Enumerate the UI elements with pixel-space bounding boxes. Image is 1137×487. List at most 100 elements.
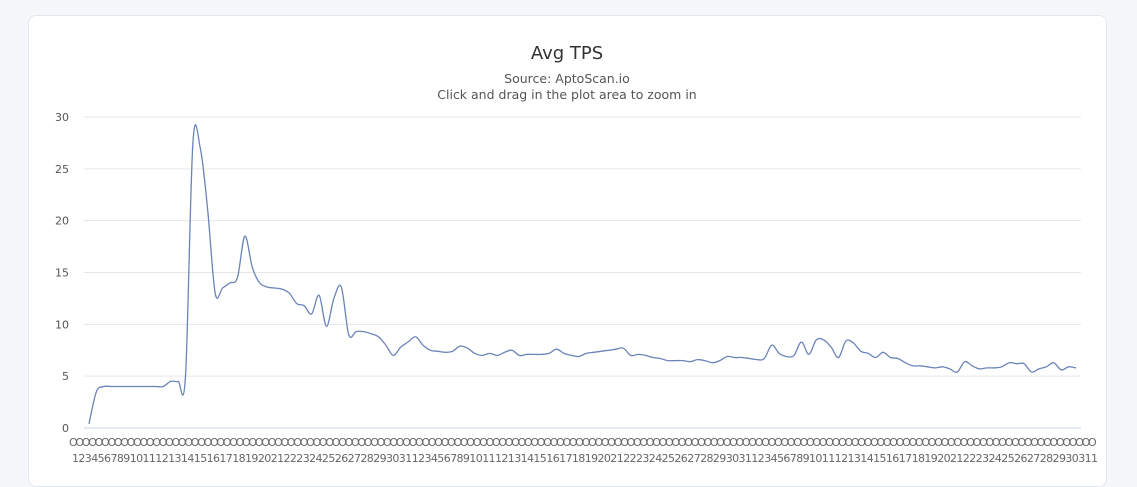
x-tick-label: O — [108, 436, 117, 449]
x-tick-label: O — [1024, 436, 1033, 449]
x-tick-label: 1 — [899, 452, 906, 465]
x-tick-label: 8 — [707, 452, 714, 465]
x-tick-label: 0 — [476, 452, 483, 465]
x-tick-label: O — [543, 436, 552, 449]
x-tick-label: 2 — [758, 452, 765, 465]
x-tick-label: 6 — [1021, 452, 1028, 465]
x-tick-label: O — [550, 436, 559, 449]
x-tick-label: O — [313, 436, 322, 449]
x-tick-label: O — [140, 436, 149, 449]
x-tick-label: O — [530, 436, 539, 449]
x-tick-label: O — [825, 436, 834, 449]
x-tick-label: O — [159, 436, 168, 449]
plot-area[interactable] — [88, 124, 1077, 425]
x-tick-label: 0 — [732, 452, 739, 465]
x-tick-label: 3 — [739, 452, 746, 465]
x-tick-label: O — [505, 436, 514, 449]
x-tick-label: 1 — [168, 452, 175, 465]
x-tick-label: O — [704, 436, 713, 449]
x-tick-label: 3 — [303, 452, 310, 465]
x-tick-label: O — [992, 436, 1001, 449]
x-tick-label: O — [281, 436, 290, 449]
x-tick-label: O — [736, 436, 745, 449]
x-tick-label: O — [607, 436, 616, 449]
x-tick-label: 2 — [636, 452, 643, 465]
x-tick-label: O — [447, 436, 456, 449]
x-tick-label: 2 — [630, 452, 637, 465]
x-tick-label: 1 — [585, 452, 592, 465]
x-tick-label: O — [889, 436, 898, 449]
x-tick-label: 2 — [1040, 452, 1047, 465]
x-tick-label: 9 — [803, 452, 810, 465]
y-tick-label: 5 — [62, 370, 69, 383]
x-tick-label: O — [966, 436, 975, 449]
x-tick-label: O — [588, 436, 597, 449]
x-tick-label: 7 — [354, 452, 361, 465]
x-tick-label: O — [236, 436, 245, 449]
x-tick-label: O — [601, 436, 610, 449]
x-tick-label: O — [1050, 436, 1059, 449]
x-tick-label: O — [812, 436, 821, 449]
x-tick-label: O — [684, 436, 693, 449]
x-tick-label: O — [441, 436, 450, 449]
x-tick-label: 5 — [1008, 452, 1015, 465]
x-tick-label: O — [216, 436, 225, 449]
x-tick-label: 1 — [521, 452, 528, 465]
x-tick-label: O — [575, 436, 584, 449]
x-tick-label: 2 — [674, 452, 681, 465]
x-tick-label: 1 — [886, 452, 893, 465]
x-tick-label: 5 — [328, 452, 335, 465]
x-tick-label: O — [742, 436, 751, 449]
y-tick-label: 30 — [55, 111, 69, 124]
x-tick-label: O — [460, 436, 469, 449]
x-tick-label: O — [934, 436, 943, 449]
x-tick-label: 1 — [232, 452, 239, 465]
x-tick-label: O — [389, 436, 398, 449]
x-tick-label: 6 — [892, 452, 899, 465]
x-tick-label: 0 — [1072, 452, 1079, 465]
x-tick-label: O — [1030, 436, 1039, 449]
x-tick-label: 2 — [501, 452, 508, 465]
x-tick-label: 1 — [828, 452, 835, 465]
x-tick-label: O — [351, 436, 360, 449]
x-tick-label: 4 — [655, 452, 662, 465]
x-tick-label: O — [127, 436, 136, 449]
x-tick-label: 8 — [457, 452, 464, 465]
x-tick-label: 6 — [553, 452, 560, 465]
x-tick-label: O — [1005, 436, 1014, 449]
x-tick-label: O — [787, 436, 796, 449]
x-tick-label: 3 — [854, 452, 861, 465]
x-tick-label: O — [941, 436, 950, 449]
x-tick-label: O — [422, 436, 431, 449]
x-tick-label: 8 — [367, 452, 374, 465]
x-tick-label: 1 — [860, 452, 867, 465]
x-tick-label: 1 — [745, 452, 752, 465]
x-tick-label: O — [364, 436, 373, 449]
x-tick-label: O — [1018, 436, 1027, 449]
x-tick-label: 1 — [822, 452, 829, 465]
x-tick-label: O — [338, 436, 347, 449]
x-tick-label: 4 — [91, 452, 98, 465]
x-tick-label: O — [402, 436, 411, 449]
x-tick-label: 1 — [412, 452, 419, 465]
x-tick-label: O — [69, 436, 78, 449]
x-tick-label: O — [332, 436, 341, 449]
x-tick-label: O — [345, 436, 354, 449]
line-chart[interactable]: Avg TPS Source: AptoScan.io Click and dr… — [29, 16, 1106, 486]
x-tick-label: 2 — [271, 452, 278, 465]
x-tick-label: 8 — [578, 452, 585, 465]
x-tick-label: 2 — [78, 452, 85, 465]
x-tick-label: 7 — [905, 452, 912, 465]
chart-card: Avg TPS Source: AptoScan.io Click and dr… — [28, 15, 1107, 487]
y-axis: 0 5 10 15 20 25 30 — [55, 111, 69, 435]
x-tick-label: O — [947, 436, 956, 449]
x-tick-label: 2 — [841, 452, 848, 465]
x-tick-label: O — [639, 436, 648, 449]
x-tick-label: O — [178, 436, 187, 449]
x-tick-label: 1 — [835, 452, 842, 465]
x-tick-label: 1 — [469, 452, 476, 465]
series-line[interactable] — [88, 124, 1077, 425]
x-tick-label: 1 — [181, 452, 188, 465]
x-tick-label: O — [293, 436, 302, 449]
x-tick-label: 1 — [130, 452, 137, 465]
